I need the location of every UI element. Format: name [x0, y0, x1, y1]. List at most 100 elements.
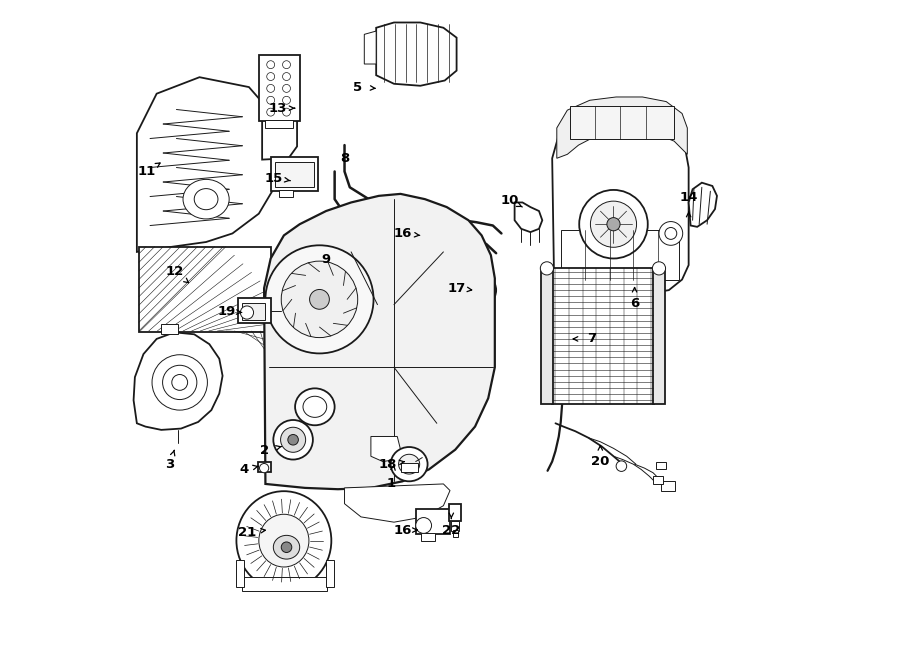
Text: 22: 22	[442, 524, 461, 537]
Text: 8: 8	[340, 152, 349, 165]
Bar	[139, 247, 271, 332]
Text: 11: 11	[138, 165, 156, 178]
Ellipse shape	[266, 73, 274, 81]
Ellipse shape	[652, 261, 666, 275]
Text: 3: 3	[166, 457, 175, 471]
Text: 4: 4	[239, 463, 249, 476]
Polygon shape	[371, 436, 400, 461]
Ellipse shape	[183, 179, 230, 219]
Ellipse shape	[240, 306, 254, 319]
Text: 9: 9	[321, 254, 330, 266]
Polygon shape	[557, 97, 688, 158]
Bar	[161, 324, 177, 334]
Ellipse shape	[580, 190, 648, 258]
Text: 6: 6	[630, 297, 639, 310]
Text: 13: 13	[268, 102, 286, 115]
Ellipse shape	[259, 463, 269, 473]
Bar	[653, 476, 663, 484]
Bar	[242, 577, 327, 591]
Bar	[653, 268, 665, 404]
Bar	[422, 244, 436, 251]
Polygon shape	[345, 484, 450, 522]
Ellipse shape	[607, 218, 620, 231]
Text: 18: 18	[378, 457, 397, 471]
Ellipse shape	[540, 261, 554, 275]
Text: 7: 7	[587, 332, 597, 346]
Bar	[421, 533, 436, 541]
Ellipse shape	[266, 108, 274, 116]
Bar	[401, 463, 418, 472]
Text: 1: 1	[386, 477, 395, 491]
Ellipse shape	[473, 286, 482, 294]
Ellipse shape	[283, 108, 291, 116]
Ellipse shape	[283, 96, 291, 104]
Ellipse shape	[266, 246, 374, 354]
Ellipse shape	[274, 536, 300, 559]
Ellipse shape	[163, 365, 197, 400]
Text: 12: 12	[166, 265, 184, 278]
Bar	[417, 221, 449, 244]
Ellipse shape	[590, 201, 636, 248]
Ellipse shape	[288, 434, 299, 445]
Bar	[242, 303, 265, 320]
Ellipse shape	[665, 228, 677, 240]
Bar	[266, 120, 293, 128]
Ellipse shape	[283, 85, 291, 93]
Ellipse shape	[259, 514, 309, 567]
Bar	[259, 56, 300, 121]
Bar	[275, 162, 313, 187]
Ellipse shape	[172, 375, 187, 391]
Bar	[451, 521, 459, 532]
Bar	[449, 504, 461, 521]
Text: 15: 15	[265, 171, 283, 185]
Polygon shape	[137, 77, 279, 252]
Bar	[236, 561, 244, 587]
Ellipse shape	[295, 389, 335, 425]
Ellipse shape	[281, 542, 292, 553]
Text: 2: 2	[259, 444, 269, 457]
Text: 5: 5	[353, 81, 363, 93]
Ellipse shape	[266, 61, 274, 69]
Text: 14: 14	[680, 191, 698, 205]
Text: 19: 19	[218, 305, 237, 318]
Ellipse shape	[399, 454, 419, 474]
Ellipse shape	[283, 73, 291, 81]
Polygon shape	[262, 107, 297, 160]
Ellipse shape	[283, 61, 291, 69]
Bar	[453, 530, 458, 537]
Ellipse shape	[414, 226, 427, 240]
Ellipse shape	[281, 261, 357, 338]
Text: 21: 21	[238, 526, 256, 539]
Bar	[541, 268, 553, 404]
Polygon shape	[364, 31, 376, 64]
Ellipse shape	[266, 85, 274, 93]
Bar	[561, 230, 680, 279]
Ellipse shape	[152, 355, 207, 410]
Ellipse shape	[467, 280, 488, 300]
Bar	[326, 561, 334, 587]
Text: 16: 16	[393, 227, 411, 240]
Polygon shape	[688, 183, 717, 227]
Text: 20: 20	[591, 455, 609, 468]
Ellipse shape	[303, 397, 327, 417]
Bar	[656, 461, 666, 469]
Ellipse shape	[416, 518, 431, 534]
Ellipse shape	[266, 96, 274, 104]
Bar	[416, 509, 450, 534]
Bar	[257, 461, 271, 472]
Ellipse shape	[616, 461, 626, 471]
Bar	[553, 268, 654, 404]
Bar	[279, 190, 293, 197]
Bar	[570, 105, 674, 138]
Polygon shape	[553, 99, 688, 293]
Polygon shape	[264, 194, 495, 489]
Ellipse shape	[237, 491, 331, 590]
Ellipse shape	[357, 285, 374, 298]
Polygon shape	[133, 332, 222, 430]
Ellipse shape	[659, 222, 683, 246]
Ellipse shape	[194, 189, 218, 210]
Ellipse shape	[281, 427, 306, 452]
Text: 10: 10	[500, 194, 518, 207]
Ellipse shape	[274, 420, 313, 459]
Ellipse shape	[310, 289, 329, 309]
